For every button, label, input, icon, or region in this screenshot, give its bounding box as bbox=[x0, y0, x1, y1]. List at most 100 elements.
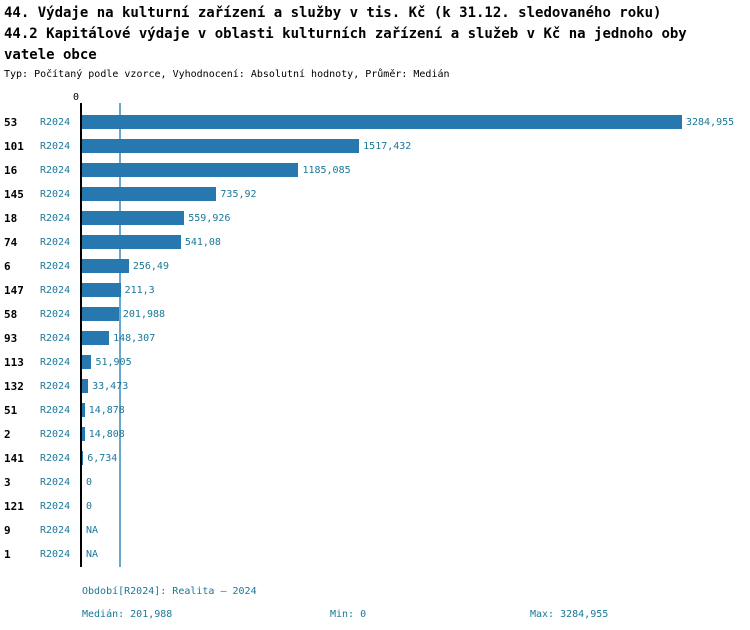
series-label: R2024 bbox=[40, 476, 71, 488]
series-label: R2024 bbox=[40, 260, 71, 272]
chart-row: 51 R2024 14,878 bbox=[0, 398, 750, 422]
bar-track: 6,734 bbox=[78, 446, 750, 470]
chart-row: 141 R2024 6,734 bbox=[0, 446, 750, 470]
chart-title-line2: 44.2 Kapitálové výdaje v oblasti kulturn… bbox=[4, 26, 687, 42]
value-label: 33,473 bbox=[92, 380, 129, 392]
value-bar bbox=[82, 139, 360, 153]
category-label: 101 bbox=[4, 139, 24, 153]
chart-row: 132 R2024 33,473 bbox=[0, 374, 750, 398]
value-label: 148,307 bbox=[113, 332, 156, 344]
series-label: R2024 bbox=[40, 332, 71, 344]
value-bar bbox=[82, 451, 84, 465]
category-label: 74 bbox=[4, 235, 18, 249]
bar-track: 3284,955 bbox=[78, 110, 750, 134]
chart-row: 121 R2024 0 bbox=[0, 494, 750, 518]
value-bar bbox=[82, 211, 185, 225]
value-label: 51,905 bbox=[95, 356, 132, 368]
value-label: 1185,085 bbox=[302, 164, 351, 176]
value-bar bbox=[82, 331, 110, 345]
value-label: 6,734 bbox=[87, 452, 118, 464]
series-label: R2024 bbox=[40, 548, 71, 560]
bar-track: 33,473 bbox=[78, 374, 750, 398]
value-label: 541,08 bbox=[184, 236, 221, 248]
series-label: R2024 bbox=[40, 524, 71, 536]
series-label: R2024 bbox=[40, 500, 71, 512]
bar-chart: 0 53 R2024 3284,955 101 R2024 1517,432 16 R2024… bbox=[0, 92, 750, 570]
chart-row: 147 R2024 211,3 bbox=[0, 278, 750, 302]
value-label: 0 bbox=[86, 500, 93, 512]
median-reference-line bbox=[118, 103, 121, 567]
chart-row: 16 R2024 1185,085 bbox=[0, 158, 750, 182]
chart-row: 53 R2024 3284,955 bbox=[0, 110, 750, 134]
chart-row: 113 R2024 51,905 bbox=[0, 350, 750, 374]
chart-subtitle: Typ: Počítaný podle vzorce, Vyhodnocení:… bbox=[4, 69, 450, 80]
category-label: 147 bbox=[4, 283, 24, 297]
bar-track: NA bbox=[78, 542, 750, 566]
chart-row: 58 R2024 201,988 bbox=[0, 302, 750, 326]
bar-track: 0 bbox=[78, 494, 750, 518]
category-label: 145 bbox=[4, 187, 24, 201]
bar-track: 201,988 bbox=[78, 302, 750, 326]
series-label: R2024 bbox=[40, 380, 71, 392]
axis-zero-tick-label: 0 bbox=[73, 92, 80, 103]
category-label: 121 bbox=[4, 499, 24, 513]
value-bar bbox=[82, 163, 299, 177]
category-label: 132 bbox=[4, 379, 24, 393]
chart-row: 6 R2024 256,49 bbox=[0, 254, 750, 278]
bar-track: 148,307 bbox=[78, 326, 750, 350]
value-label: 559,926 bbox=[188, 212, 231, 224]
value-bar bbox=[82, 403, 85, 417]
chart-row: 93 R2024 148,307 bbox=[0, 326, 750, 350]
chart-row: 74 R2024 541,08 bbox=[0, 230, 750, 254]
value-bar bbox=[82, 427, 85, 441]
chart-title-line1: 44. Výdaje na kulturní zařízení a služby… bbox=[4, 5, 662, 21]
bar-track: 541,08 bbox=[78, 230, 750, 254]
series-label: R2024 bbox=[40, 116, 71, 128]
bar-track: 51,905 bbox=[78, 350, 750, 374]
series-label: R2024 bbox=[40, 308, 71, 320]
bar-track: 0 bbox=[78, 470, 750, 494]
value-label: 3284,955 bbox=[686, 116, 735, 128]
value-bar bbox=[82, 259, 129, 273]
category-label: 141 bbox=[4, 451, 24, 465]
category-label: 1 bbox=[4, 547, 11, 561]
category-label: 2 bbox=[4, 427, 11, 441]
bar-track: 256,49 bbox=[78, 254, 750, 278]
category-label: 3 bbox=[4, 475, 11, 489]
series-label: R2024 bbox=[40, 140, 71, 152]
category-label: 51 bbox=[4, 403, 18, 417]
value-bar bbox=[82, 283, 121, 297]
value-bar bbox=[82, 355, 92, 369]
value-label: 211,3 bbox=[124, 284, 155, 296]
series-label: R2024 bbox=[40, 284, 71, 296]
value-label: 14,878 bbox=[88, 404, 125, 416]
chart-row: 101 R2024 1517,432 bbox=[0, 134, 750, 158]
value-label: 0 bbox=[86, 476, 93, 488]
series-label: R2024 bbox=[40, 212, 71, 224]
chart-row: 2 R2024 14,808 bbox=[0, 422, 750, 446]
value-label: 735,92 bbox=[220, 188, 257, 200]
bar-track: 1517,432 bbox=[78, 134, 750, 158]
value-bar bbox=[82, 235, 181, 249]
median-stat: Medián: 201,988 bbox=[82, 609, 173, 620]
value-bar bbox=[82, 379, 89, 393]
series-label: R2024 bbox=[40, 356, 71, 368]
category-label: 93 bbox=[4, 331, 18, 345]
value-label: 14,808 bbox=[88, 428, 125, 440]
series-label: R2024 bbox=[40, 236, 71, 248]
bar-track: 1185,085 bbox=[78, 158, 750, 182]
max-stat: Max: 3284,955 bbox=[530, 609, 609, 620]
series-label: R2024 bbox=[40, 452, 71, 464]
bar-track: 211,3 bbox=[78, 278, 750, 302]
category-label: 16 bbox=[4, 163, 18, 177]
y-axis-line bbox=[80, 103, 82, 567]
value-bar bbox=[82, 115, 682, 129]
bar-track: 14,878 bbox=[78, 398, 750, 422]
bar-track: 735,92 bbox=[78, 182, 750, 206]
chart-header: 44. Výdaje na kulturní zařízení a služby… bbox=[4, 3, 746, 80]
category-label: 6 bbox=[4, 259, 11, 273]
chart-row: 1 R2024 NA bbox=[0, 542, 750, 566]
bar-chart-rows: 53 R2024 3284,955 101 R2024 1517,432 16 R2024 11… bbox=[0, 110, 750, 566]
chart-row: 18 R2024 559,926 bbox=[0, 206, 750, 230]
value-bar bbox=[82, 187, 217, 201]
